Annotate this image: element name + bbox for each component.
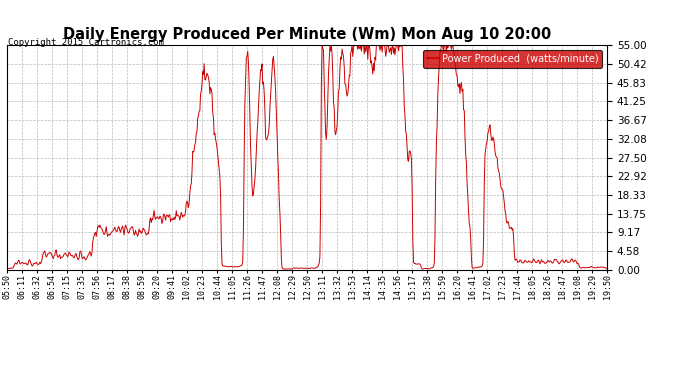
Title: Daily Energy Produced Per Minute (Wm) Mon Aug 10 20:00: Daily Energy Produced Per Minute (Wm) Mo… bbox=[63, 27, 551, 42]
Legend: Power Produced  (watts/minute): Power Produced (watts/minute) bbox=[424, 50, 602, 68]
Text: Copyright 2015 Cartronics.com: Copyright 2015 Cartronics.com bbox=[8, 38, 164, 47]
